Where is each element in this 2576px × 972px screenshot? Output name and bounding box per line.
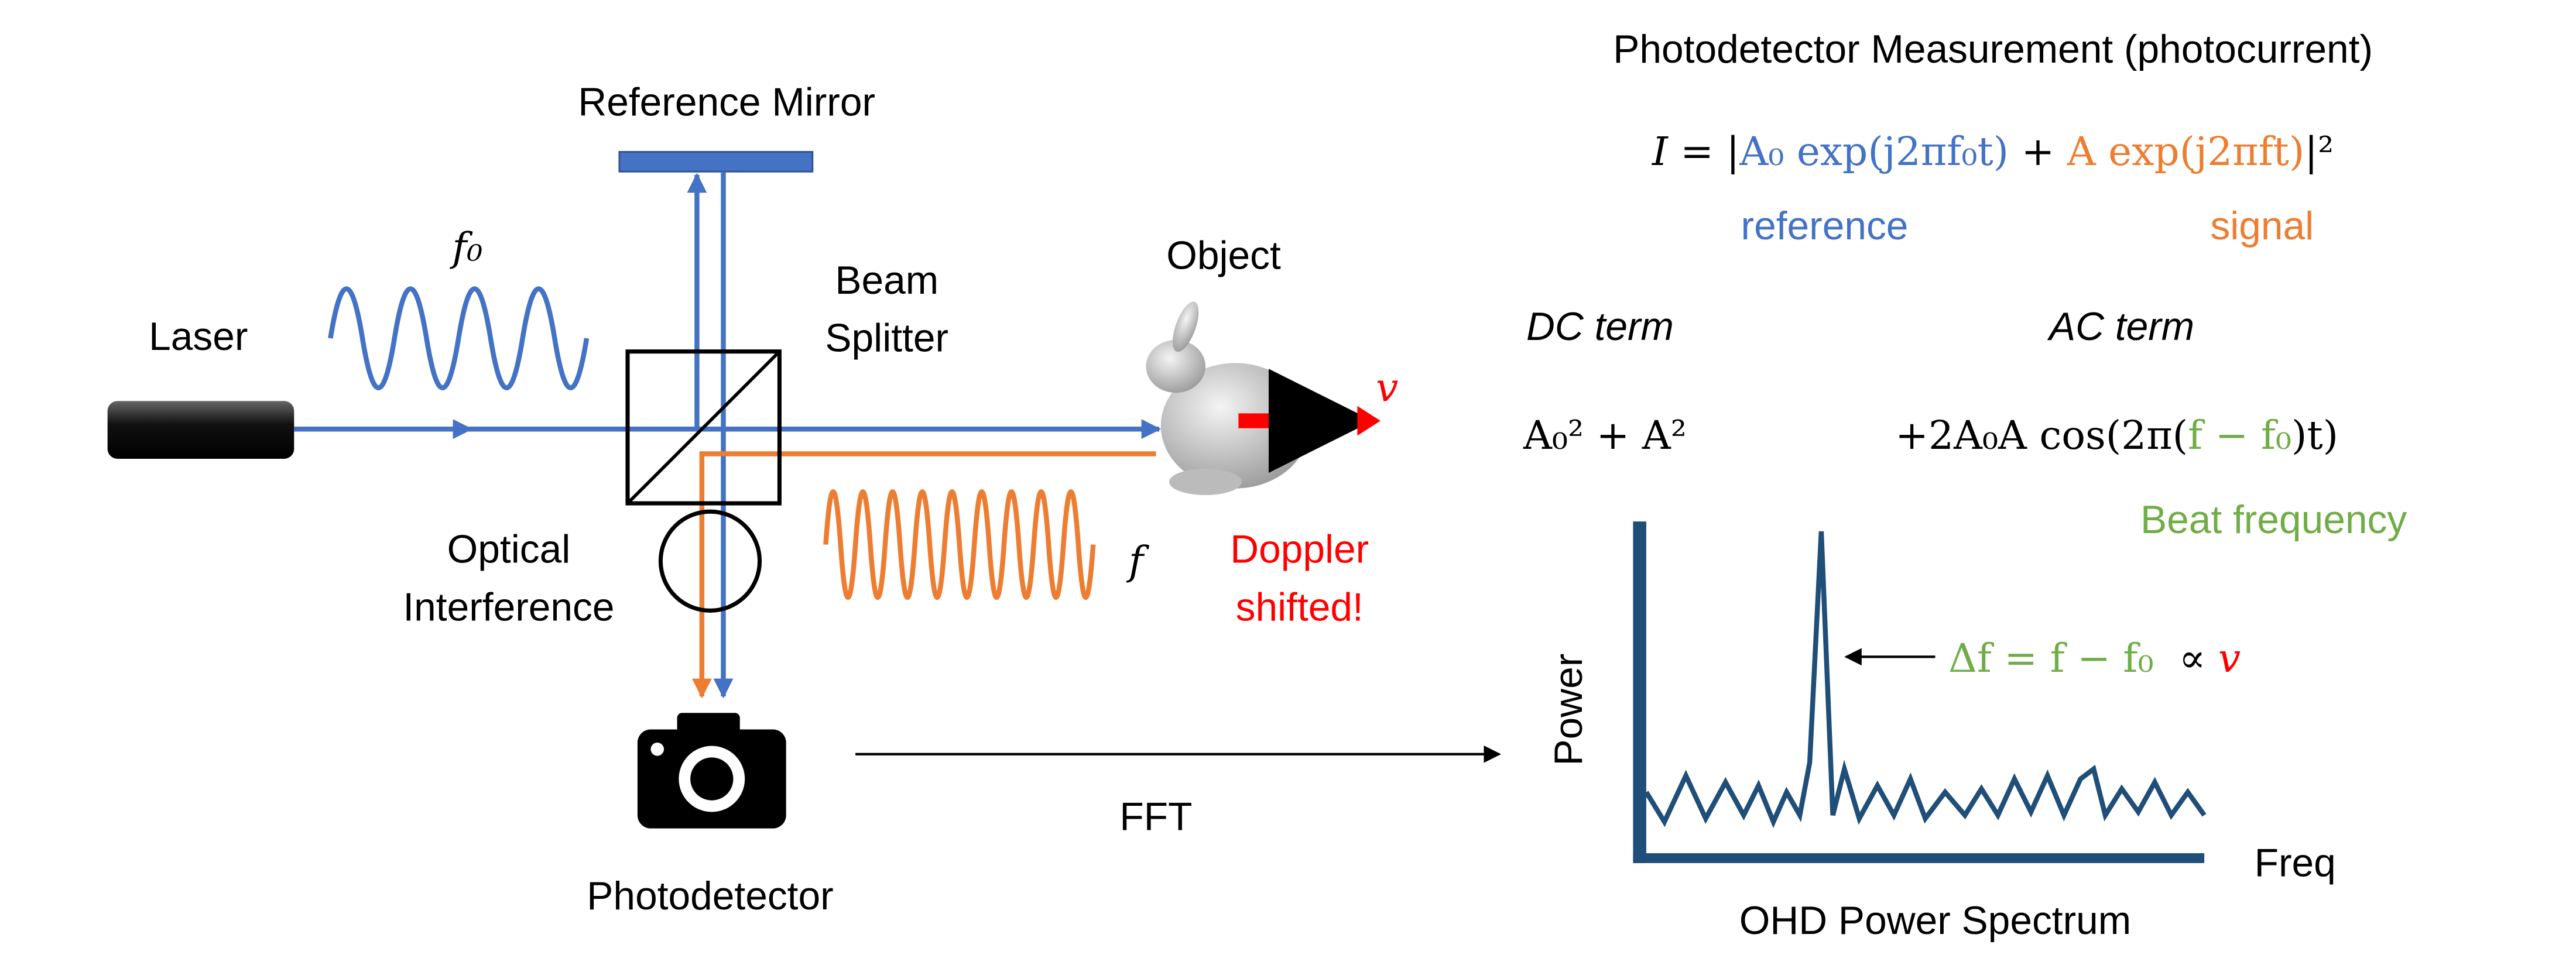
- annotation: Δf = f − f₀ ∝ v: [1948, 635, 2241, 681]
- equation: A₀² + A²: [1523, 412, 1687, 458]
- label: signal: [2210, 204, 2314, 248]
- text-part: ∝: [2154, 635, 2218, 681]
- label: Beat frequency: [2140, 498, 2407, 542]
- label: f: [1126, 537, 1150, 583]
- title: Photodetector Measurement (photocurrent): [1613, 28, 2373, 71]
- equations: Photodetector Measurement (photocurrent)…: [1523, 28, 2407, 542]
- label: Doppler: [1230, 528, 1369, 572]
- label: Object: [1166, 234, 1281, 278]
- splitter-diagonal: [626, 350, 781, 505]
- camera: [637, 713, 786, 829]
- mirror: [618, 151, 814, 173]
- label: DC term: [1526, 305, 1674, 349]
- label: FFT: [1119, 795, 1192, 839]
- text-part: v: [2218, 635, 2241, 681]
- label: v: [1376, 364, 1398, 410]
- label: Photodetector: [587, 874, 833, 918]
- equation: +2A₀A cos(2π(f − f₀)t): [1895, 412, 2338, 458]
- label: Splitter: [825, 317, 948, 360]
- label: Beam: [835, 259, 938, 303]
- interference: [658, 509, 762, 613]
- label: Optical: [447, 528, 571, 572]
- spectrum-line: [1644, 531, 2207, 829]
- label: Laser: [149, 315, 248, 359]
- wave: [328, 286, 590, 390]
- label: AC term: [2047, 305, 2194, 349]
- label: shifted!: [1236, 585, 1364, 629]
- setup: Laser f₀ Reference Mirror Beam Splitter …: [107, 80, 1501, 918]
- text-part: +2A₀A cos(2π(: [1895, 412, 2188, 458]
- text-part: f − f₀: [2188, 412, 2291, 458]
- text-part: A exp(j2πft): [2067, 128, 2304, 174]
- wave: [823, 489, 1096, 600]
- text-part: A₀ exp(j2πf₀t): [1739, 128, 2009, 174]
- laser: [107, 401, 294, 459]
- equation: I = |A₀ exp(j2πf₀t) + A exp(j2πft)|²: [1651, 128, 2334, 174]
- label: reference: [1741, 204, 1909, 248]
- text-part: I = |: [1651, 128, 1739, 174]
- arrow-head: [1357, 406, 1381, 436]
- spectrum: Power Freq OHD Power Spectrum Δf = f − f…: [1547, 521, 2336, 943]
- text-part: Δf = f − f₀: [1948, 635, 2154, 681]
- title: OHD Power Spectrum: [1739, 899, 2131, 943]
- beam: [691, 451, 1156, 699]
- axis-label: Power: [1547, 654, 1591, 766]
- label: f₀: [449, 224, 482, 270]
- text-part: +: [2009, 128, 2067, 174]
- label: Interference: [403, 585, 614, 629]
- axis-label: Freq: [2255, 841, 2336, 885]
- beam-splitter: [625, 349, 782, 506]
- text-part: |²: [2304, 128, 2334, 174]
- text-part: )t): [2291, 412, 2338, 458]
- bunny: [1146, 301, 1310, 496]
- label: Reference Mirror: [578, 80, 875, 124]
